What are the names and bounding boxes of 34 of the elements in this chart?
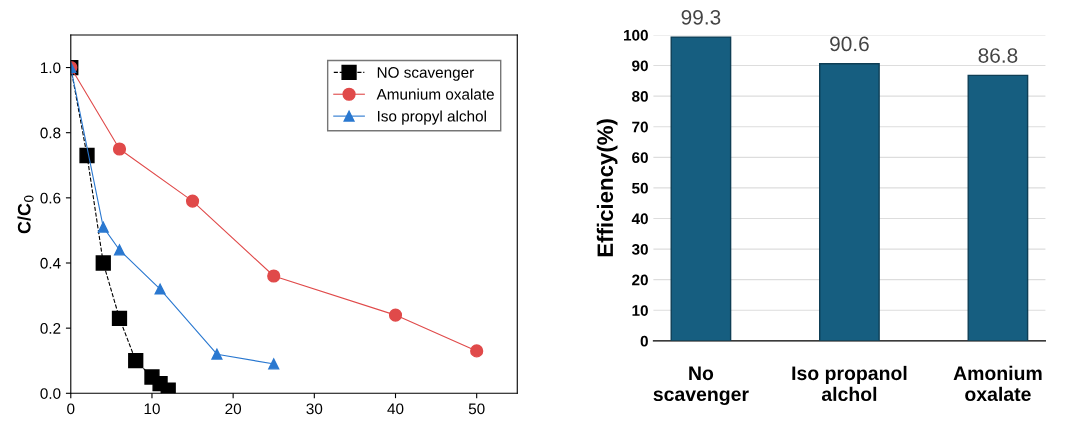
x-tick-label: 10 [144,403,160,415]
x-tick-label: Amonium oxalate [953,365,1042,402]
y-tick-label: 0.8 [40,127,61,139]
legend-label: Amunium oxalate [376,88,494,100]
data-label: 90.6 [830,36,869,52]
x-tick-label: 50 [468,403,485,415]
y-tick-label: 20 [632,274,648,286]
x-tick-label: 40 [387,403,404,415]
y-axis-title: Efficiency(%) [596,119,618,257]
x-tick-label: No scavenger [653,366,749,406]
y-tick-label: 0.6 [40,192,61,204]
y-tick-label: 40 [631,213,648,225]
y-tick-label: 90 [632,60,648,72]
x-tick-label: 20 [225,403,242,415]
data-label: 99.3 [681,9,721,25]
y-tick-label: 10 [632,305,648,316]
y-tick-label: 60 [632,152,648,164]
y-tick-label: 0.4 [40,257,61,269]
y-tick-label: 30 [631,243,648,255]
y-tick-label: 100 [624,29,648,41]
legend-label: NO scavenger [377,67,474,81]
y-tick-label: 0.2 [40,323,61,334]
x-tick-label: 0 [67,403,75,415]
y-tick-label: 1.0 [40,62,61,74]
y-tick-label: 50 [632,182,648,194]
y-tick-label: 80 [632,91,648,102]
y-axis-title: C/C$_{0}$ [17,195,34,234]
data-label: 86.8 [978,48,1018,63]
y-tick-label: 70 [632,121,648,133]
x-tick-label: 30 [306,403,323,415]
y-tick-label: 0 [640,335,648,347]
x-tick-label: Iso propanol alchol [792,365,907,402]
legend-label: Iso propyl alchol [377,110,486,125]
y-tick-label: 0.0 [40,388,61,399]
